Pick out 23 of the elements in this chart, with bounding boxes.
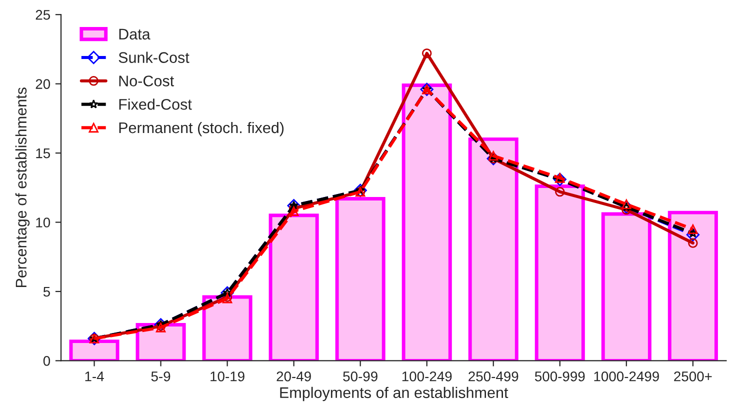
legend-label: Sunk-Cost: [118, 52, 190, 63]
x-tick-label: 1-4: [85, 372, 104, 382]
y-tick-label: 15: [36, 148, 50, 158]
legend-label: Permanent (stoch. fixed): [119, 122, 284, 136]
x-tick-label: 2500+: [674, 371, 712, 382]
y-tick-label: 25: [36, 10, 50, 20]
x-tick-label: 250-499: [468, 371, 518, 382]
y-axis-title: Percentage of establishments: [15, 88, 30, 288]
y-tick-label: 20: [36, 79, 50, 89]
x-tick-label: 500-999: [534, 371, 585, 382]
legend-label: Data: [119, 28, 150, 40]
legend-label: Fixed-Cost: [119, 98, 192, 110]
x-tick-label: 20-49: [276, 371, 311, 382]
x-tick-label: 100-249: [402, 371, 452, 382]
x-axis-title: Employments of an establishment: [280, 386, 508, 402]
x-tick-label: 5-9: [151, 371, 170, 382]
y-tick-label: 5: [43, 286, 50, 297]
y-tick-label: 10: [36, 218, 50, 228]
y-tick-label: 0: [43, 356, 50, 366]
legend-label: No-Cost: [119, 76, 174, 86]
x-tick-label: 50-99: [343, 371, 378, 382]
x-tick-label: 1000-2499: [594, 371, 659, 382]
x-tick-label: 10-19: [210, 371, 244, 382]
